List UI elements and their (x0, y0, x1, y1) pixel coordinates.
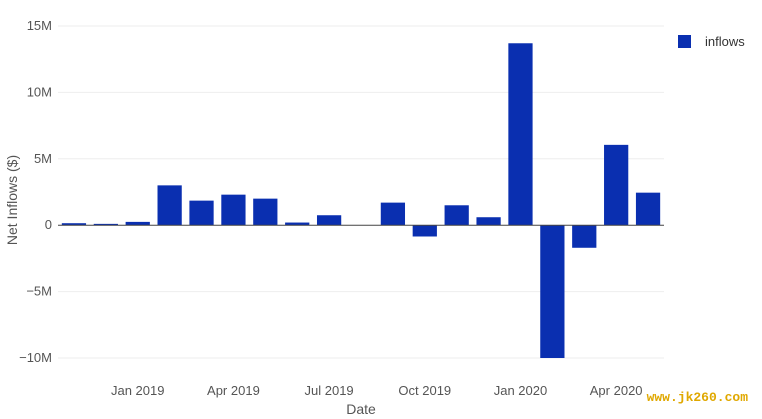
y-tick-label: 5M (34, 151, 52, 166)
y-axis-title: Net Inflows ($) (4, 155, 20, 245)
legend[interactable]: inflows (678, 34, 745, 49)
bar[interactable] (604, 144, 629, 226)
bar[interactable] (508, 43, 533, 226)
bar[interactable] (125, 221, 150, 226)
bar[interactable] (253, 198, 278, 226)
bar[interactable] (380, 202, 406, 226)
bar[interactable] (93, 223, 118, 226)
bar[interactable] (221, 194, 246, 226)
x-tick-label: Jan 2019 (111, 383, 165, 398)
watermark: www.jk260.com (646, 390, 748, 405)
bar[interactable] (61, 223, 87, 226)
bar[interactable] (572, 225, 597, 248)
bar[interactable] (189, 200, 214, 226)
y-tick-label: 10M (27, 84, 52, 99)
x-tick-label: Jul 2019 (305, 383, 354, 398)
bar[interactable] (412, 225, 437, 237)
bar[interactable] (157, 185, 182, 226)
y-tick-label: −10M (19, 350, 52, 365)
x-tick-label: Apr 2019 (207, 383, 260, 398)
bar-series (61, 43, 661, 358)
bar[interactable] (635, 192, 661, 226)
y-tick-label: −5M (26, 284, 52, 299)
y-tick-label: 0 (45, 217, 52, 232)
gridlines (58, 25, 664, 359)
bar[interactable] (476, 217, 501, 226)
bar[interactable] (316, 215, 342, 226)
bar[interactable] (285, 222, 310, 226)
bar[interactable] (540, 225, 565, 358)
y-axis-ticks: 15M 10M 5M 0 −5M −10M (19, 18, 52, 365)
x-tick-label: Oct 2019 (398, 383, 451, 398)
legend-swatch (678, 35, 691, 48)
x-axis-title: Date (346, 401, 376, 417)
y-tick-label: 15M (27, 18, 52, 33)
x-tick-label: Apr 2020 (590, 383, 643, 398)
x-axis-ticks: Jan 2019 Apr 2019 Jul 2019 Oct 2019 Jan 2020… (111, 383, 643, 398)
bar[interactable] (444, 205, 469, 226)
x-tick-label: Jan 2020 (494, 383, 548, 398)
legend-label: inflows (705, 34, 745, 49)
